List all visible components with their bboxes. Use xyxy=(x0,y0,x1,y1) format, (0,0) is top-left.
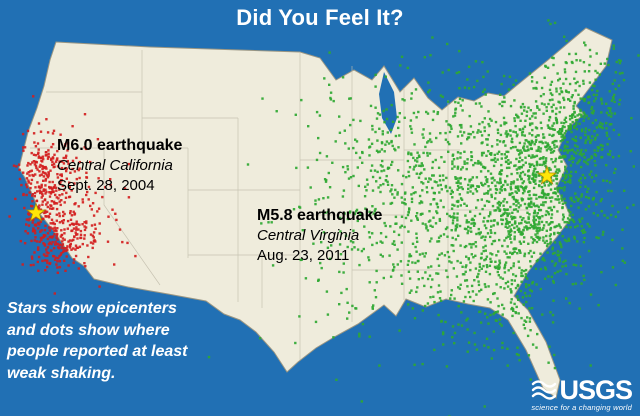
virginia-quake-label: M5.8 earthquake Central Virginia Aug. 23… xyxy=(257,206,382,266)
virginia-location: Central Virginia xyxy=(257,227,360,244)
usgs-wave-icon xyxy=(532,380,557,400)
epicenter-star xyxy=(25,202,47,222)
legend-note-line: Stars show epicenters xyxy=(7,300,177,317)
california-magnitude: M6.0 earthquake xyxy=(57,137,183,154)
usgs-wordmark: USGS xyxy=(559,375,633,405)
lake-michigan xyxy=(379,72,397,134)
usgs-logo: USGS science for a changing world xyxy=(522,375,633,413)
california-quake-label: M6.0 earthquake Central California Sept.… xyxy=(57,136,182,196)
usgs-tagline: science for a changing world xyxy=(531,403,632,412)
virginia-date: Aug. 23, 2011 xyxy=(257,247,350,264)
legend-note-line: people reported at least xyxy=(7,343,188,360)
us-outline xyxy=(18,27,613,399)
legend-note: Stars show epicenters and dots show wher… xyxy=(7,298,188,384)
virginia-magnitude: M5.8 earthquake xyxy=(257,207,383,224)
california-location: Central California xyxy=(57,157,173,174)
page-title: Did You Feel It? xyxy=(236,5,404,30)
epicenter-star xyxy=(536,165,558,185)
epicenter-stars xyxy=(25,165,558,222)
california-date: Sept. 28, 2004 xyxy=(57,177,155,194)
legend-note-line: weak shaking. xyxy=(7,364,116,382)
legend-note-line: and dots show where xyxy=(7,321,170,339)
felt-report-dots xyxy=(8,19,640,416)
